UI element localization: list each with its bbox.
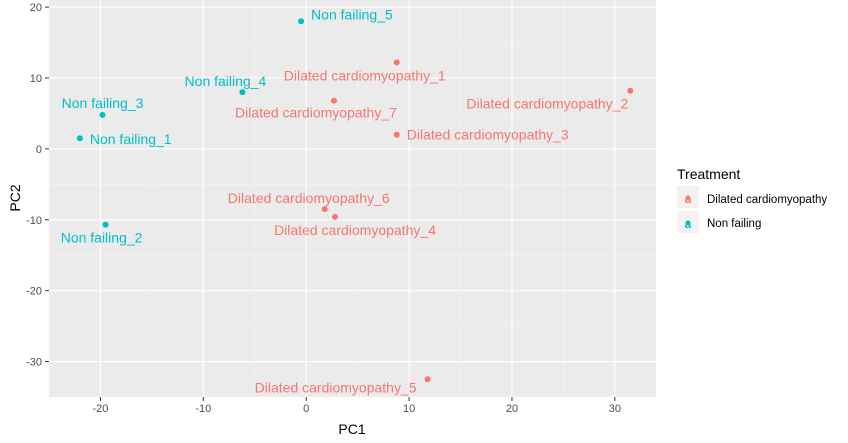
data-point xyxy=(76,135,83,142)
data-point-label: Dilated cardiomyopathy_6 xyxy=(228,190,390,206)
data-point-label: Dilated cardiomyopathy_4 xyxy=(274,222,436,238)
data-point xyxy=(298,18,305,25)
data-point-label: Dilated cardiomyopathy_7 xyxy=(235,105,397,121)
data-point xyxy=(627,87,634,94)
y-tick-label: -10 xyxy=(26,215,42,227)
y-tick-label: 10 xyxy=(30,73,42,85)
legend-label-nonfailing: Non failing xyxy=(707,218,761,230)
y-axis-ticks: -30 -20 -10 0 10 20 xyxy=(26,2,49,369)
data-point xyxy=(424,376,431,383)
y-axis-title: PC2 xyxy=(7,184,23,211)
x-tick-label: -20 xyxy=(92,403,108,415)
x-tick-label: 0 xyxy=(303,403,309,415)
y-tick-label: 20 xyxy=(30,2,42,14)
legend: Treatment a Dilated cardiomyopathy a Non… xyxy=(677,166,827,233)
legend-title: Treatment xyxy=(677,166,740,182)
data-point xyxy=(332,213,339,220)
data-point xyxy=(99,111,106,118)
y-tick-label: 0 xyxy=(36,144,42,156)
x-tick-label: 10 xyxy=(403,403,415,415)
data-point-label: Dilated cardiomyopathy_1 xyxy=(284,67,446,83)
data-point xyxy=(239,89,246,96)
legend-key-nonfailing-dot xyxy=(685,220,691,226)
data-point xyxy=(393,59,400,66)
data-point xyxy=(102,221,109,228)
data-point-label: Non failing_4 xyxy=(185,73,267,89)
data-point-label: Dilated cardiomyopathy_2 xyxy=(466,96,628,112)
data-point-label: Non failing_5 xyxy=(311,6,393,22)
grid-minor xyxy=(48,0,656,398)
data-point-label: Non failing_2 xyxy=(61,230,143,246)
legend-label-dilated: Dilated cardiomyopathy xyxy=(707,194,827,206)
data-point xyxy=(330,97,337,104)
y-tick-label: -20 xyxy=(26,286,42,298)
legend-key-dilated-dot xyxy=(685,195,691,201)
panel-background xyxy=(49,0,656,397)
data-point-label: Dilated cardiomyopathy_3 xyxy=(407,127,569,143)
data-point-label: Non failing_1 xyxy=(90,131,172,147)
data-point-labels: Dilated cardiomyopathy_1 Dilated cardiomy… xyxy=(61,6,629,395)
data-point-label: Non failing_3 xyxy=(62,95,144,111)
data-points xyxy=(76,18,634,383)
y-tick-label: -30 xyxy=(26,357,42,369)
data-point-label: Dilated cardiomyopathy_5 xyxy=(255,379,417,395)
x-axis-ticks: -20 -10 0 10 20 30 xyxy=(92,397,621,415)
data-point xyxy=(393,131,400,138)
x-tick-label: -10 xyxy=(195,403,211,415)
x-axis-title: PC1 xyxy=(338,421,365,437)
x-tick-label: 20 xyxy=(506,403,518,415)
x-tick-label: 30 xyxy=(609,403,621,415)
grid-major xyxy=(49,0,656,397)
data-point xyxy=(321,206,328,213)
